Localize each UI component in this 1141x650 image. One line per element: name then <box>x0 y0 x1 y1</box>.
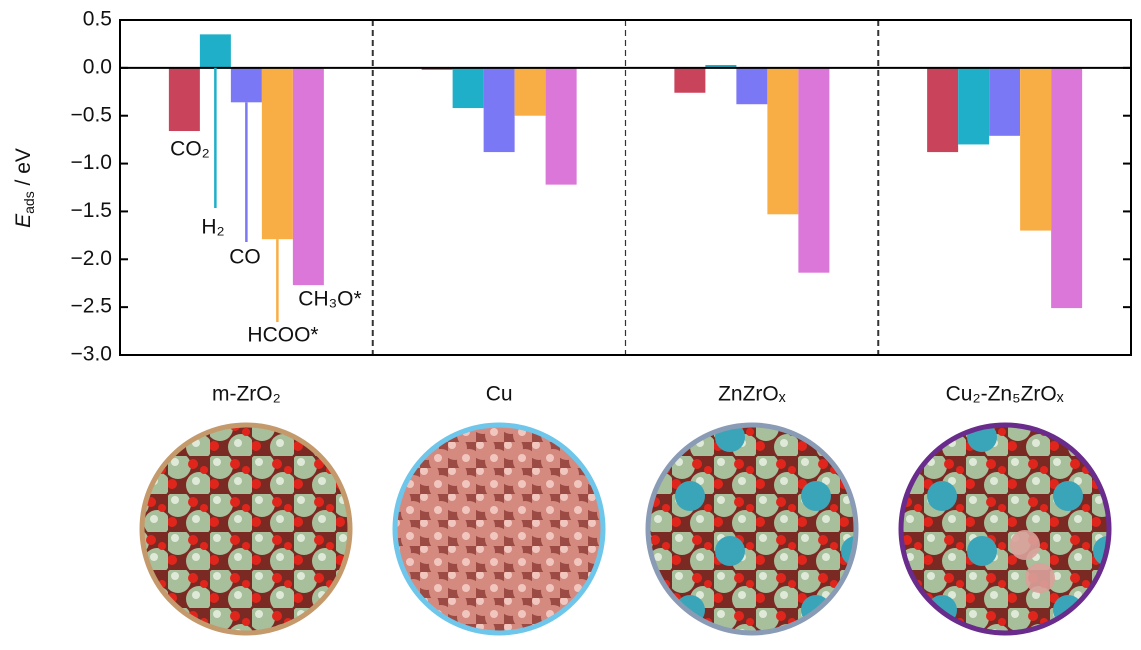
surface-image <box>898 422 1112 636</box>
atom <box>1025 563 1055 593</box>
y-tick-label: −0.5 <box>71 103 112 126</box>
y-axis-label: Eads / eV <box>12 148 37 228</box>
surface-image <box>139 422 353 636</box>
bar <box>545 67 577 185</box>
bar <box>798 67 830 273</box>
bar <box>1051 67 1083 309</box>
legend-label: CO <box>229 246 261 269</box>
y-tick-label: −1.5 <box>71 199 112 222</box>
x-tick-label: m-ZrO₂ <box>212 383 281 406</box>
x-tick-label: ZnZrOₓ <box>718 383 786 406</box>
bar <box>989 67 1021 136</box>
bar <box>767 67 799 215</box>
bar <box>958 67 990 145</box>
bar <box>261 67 293 240</box>
bar <box>199 34 231 68</box>
legend-label: CH₃O* <box>298 288 361 311</box>
surface-image <box>645 422 859 636</box>
bar <box>168 67 200 132</box>
y-label-symbol: E <box>12 213 35 228</box>
legend-label: H₂ <box>201 216 224 239</box>
plot-frame <box>119 19 1132 356</box>
bar <box>292 67 324 286</box>
y-label-subscript: ads <box>21 191 37 214</box>
y-tick-label: −2.5 <box>71 295 112 318</box>
y-tick-label: −1.0 <box>71 151 112 174</box>
legend-label: HCOO* <box>247 324 318 347</box>
surface-image <box>392 422 606 636</box>
bar <box>736 67 768 105</box>
x-tick-label: Cu <box>486 383 513 406</box>
y-tick-label: 0.0 <box>83 55 112 78</box>
bar <box>483 67 515 153</box>
bar <box>514 67 546 116</box>
bar <box>452 67 484 109</box>
atom <box>1010 530 1040 560</box>
bar <box>674 67 706 93</box>
bar <box>927 67 959 153</box>
legend-label: CO₂ <box>170 138 210 161</box>
y-tick-label: 0.5 <box>83 8 112 31</box>
bar <box>1020 67 1052 231</box>
bar <box>705 64 737 68</box>
x-tick-label: Cu₂-Zn₅ZrOₓ <box>946 383 1064 406</box>
surface-images <box>139 422 1112 636</box>
y-label-unit: / eV <box>12 148 35 191</box>
y-tick-label: −2.0 <box>71 247 112 270</box>
y-tick-label: −3.0 <box>71 343 112 366</box>
bar <box>230 67 262 103</box>
